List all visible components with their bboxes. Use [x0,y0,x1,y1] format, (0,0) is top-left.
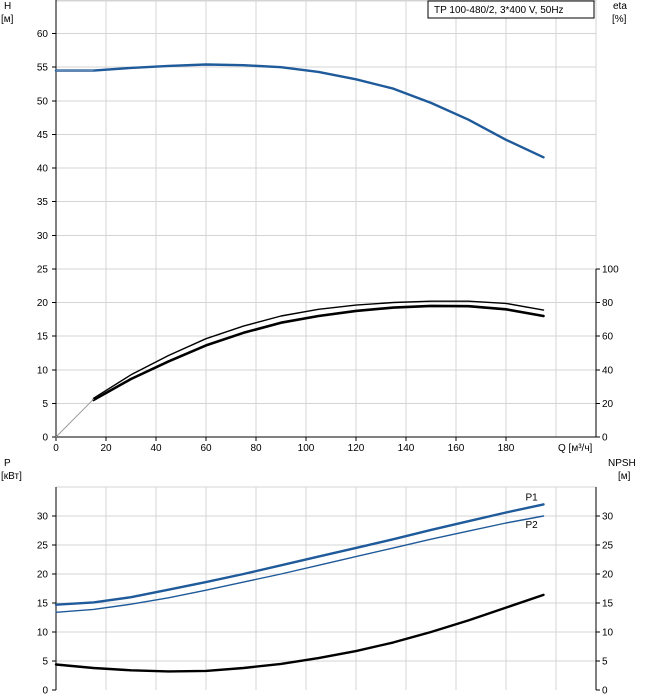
h-tick-label: 25 [37,264,49,275]
p-tick-label: 25 [37,541,49,552]
p-axis-unit: [кВт] [1,471,22,482]
eta-axis-unit: [%] [612,14,627,25]
efficiency-curve [92,300,545,399]
npsh-tick-label: 30 [602,512,614,523]
q-tick-label: 60 [200,443,212,454]
p2-label: P2 [526,520,539,531]
q-tick-label: 180 [498,443,515,454]
chart-title-box [427,0,595,19]
h-tick-label: 10 [37,365,49,376]
head-curve [54,63,545,159]
q-tick-label: 40 [150,443,162,454]
p-tick-label: 5 [42,657,48,668]
q-tick-label: 120 [348,443,365,454]
q-axis-title: Q [м³/ч] [558,443,593,454]
h-tick-label: 45 [37,130,49,141]
h-tick-label: 35 [37,197,49,208]
q-tick-label: 100 [298,443,315,454]
h-tick-label: 0 [42,433,48,444]
p2-curve [55,515,545,613]
h-tick-label: 15 [37,332,49,343]
h-tick-label: 60 [37,29,49,40]
h-tick-label: 55 [37,63,49,74]
p-axis-title: P [4,458,11,469]
h-axis-title: H [4,1,11,12]
eta-tick-label: 40 [602,365,614,376]
p-tick-label: 20 [37,570,49,581]
npsh-axis-unit: [м] [618,471,631,482]
h-tick-label: 5 [42,399,48,410]
q-tick-label: 160 [448,443,465,454]
q-tick-label: 0 [53,443,59,454]
npsh-curve [54,593,545,673]
npsh-tick-label: 15 [602,599,614,610]
p-tick-label: 15 [37,599,49,610]
npsh-tick-label: 20 [602,570,614,581]
eta-tick-label: 100 [602,264,619,275]
eta-tick-label: 0 [602,433,608,444]
p-tick-label: 30 [37,512,49,523]
h-tick-label: 30 [37,231,49,242]
q-tick-label: 20 [100,443,112,454]
npsh-axis-title: NPSH [608,458,636,469]
p-tick-label: 10 [37,628,49,639]
npsh-tick-label: 5 [602,657,608,668]
chart-title: TP 100-480/2, 3*400 V, 50Hz [434,5,564,16]
h-axis-unit: [м] [1,14,14,25]
p-tick-label: 0 [42,686,48,697]
h-tick-label: 20 [37,298,49,309]
npsh-tick-label: 10 [602,628,614,639]
npsh-tick-label: 0 [602,686,608,697]
eta-tick-label: 80 [602,298,614,309]
eta-axis-title: eta [613,1,627,12]
h-tick-label: 40 [37,164,49,175]
eta-tick-label: 20 [602,399,614,410]
p1-curve [54,503,545,606]
npsh-tick-label: 25 [602,541,614,552]
p1-label: P1 [526,492,539,503]
q-tick-label: 80 [250,443,262,454]
efficiency-curve [92,304,545,402]
eta-extrapolation-line [55,398,94,438]
q-tick-label: 140 [398,443,415,454]
eta-tick-label: 60 [602,332,614,343]
h-tick-label: 50 [37,96,49,107]
